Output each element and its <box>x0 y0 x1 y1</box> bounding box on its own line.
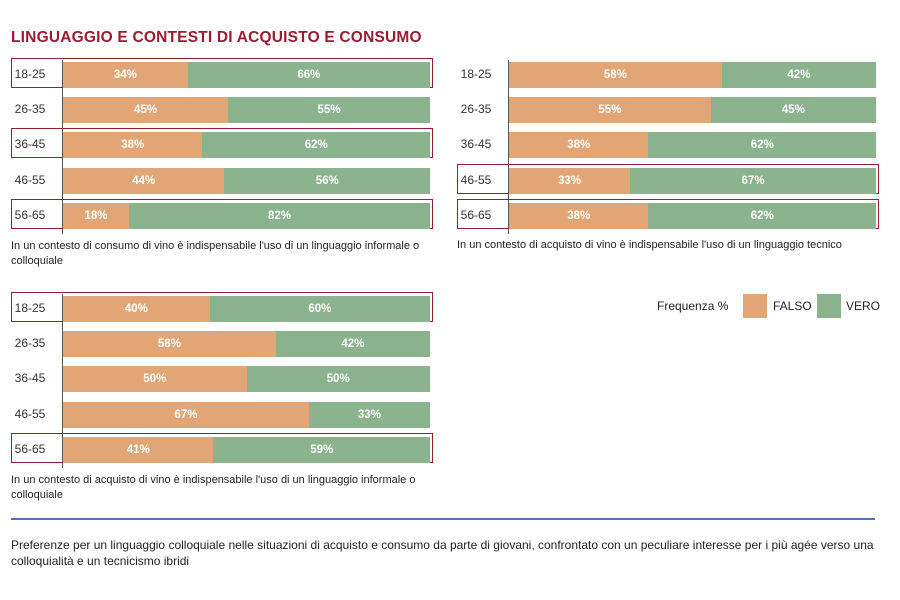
chart-row: 56-65 38% 62% <box>446 198 880 232</box>
bar-segment-vero: 33% <box>308 401 430 428</box>
stacked-bar: 45% 55% <box>63 97 430 124</box>
bar-segment-vero: 56% <box>224 167 430 194</box>
chart-row: 36-45 50% 50% <box>0 361 434 395</box>
chart-caption: In un contesto di acquisto di vino è ind… <box>457 239 842 251</box>
bar-segment-falso: 58% <box>509 62 722 88</box>
stacked-bar: 18% 82% <box>63 202 430 229</box>
category-label: 18-25 <box>460 67 492 81</box>
stacked-bar: 38% 62% <box>509 132 876 159</box>
chart-row: 26-35 55% 45% <box>446 92 880 126</box>
stacked-bar: 34% 66% <box>63 62 430 88</box>
category-label: 46-55 <box>14 406 46 421</box>
chart-consumo-informale: In un contesto di consumo di vino è indi… <box>0 57 444 274</box>
chart-caption: In un contesto di consumo di vino è indi… <box>11 240 420 267</box>
bar-segment-vero: 50% <box>246 366 430 393</box>
stacked-bar: 33% 67% <box>509 167 876 194</box>
stacked-bar: 40% 60% <box>63 296 430 322</box>
chart-row: 46-55 67% 33% <box>0 397 434 431</box>
chart-row: 36-45 38% 62% <box>446 127 880 161</box>
category-label: 36-45 <box>14 371 46 386</box>
category-label: 46-55 <box>460 172 492 187</box>
chart-row: 18-25 58% 42% <box>446 57 880 91</box>
bar-segment-falso: 38% <box>509 132 649 159</box>
chart-row: 26-35 45% 55% <box>0 92 434 126</box>
bar-segment-falso: 38% <box>63 132 203 159</box>
chart-acquisto-tecnico: In un contesto di acquisto di vino è ind… <box>446 57 890 273</box>
bar-segment-falso: 67% <box>63 401 309 428</box>
bar-segment-falso: 38% <box>509 202 649 229</box>
bar-segment-vero: 66% <box>187 62 430 88</box>
category-label: 56-65 <box>14 441 46 456</box>
chart-axis <box>508 60 509 234</box>
stacked-bar: 44% 56% <box>63 167 430 194</box>
stacked-bar: 38% 62% <box>63 132 430 159</box>
legend-title: Frequenza % <box>657 299 729 313</box>
bar-segment-falso: 45% <box>63 97 229 124</box>
bar-segment-vero: 55% <box>228 97 430 124</box>
bar-segment-vero: 62% <box>202 132 430 159</box>
bar-segment-vero: 62% <box>648 132 876 159</box>
chart-acquisto-informale: In un contesto di acquisto di vino è ind… <box>0 291 444 508</box>
bar-segment-falso: 55% <box>509 97 711 124</box>
category-label: 26-35 <box>460 102 492 117</box>
category-label: 56-65 <box>14 207 46 222</box>
bar-segment-falso: 50% <box>63 366 247 393</box>
category-label: 46-55 <box>14 172 46 187</box>
chart-row: 18-25 34% 66% <box>0 57 434 91</box>
footer-note: Preferenze per un linguaggio colloquiale… <box>11 538 874 568</box>
bar-segment-falso: 33% <box>509 167 631 194</box>
bar-segment-falso: 34% <box>63 62 188 88</box>
stacked-bar: 67% 33% <box>63 401 430 428</box>
category-label: 18-25 <box>14 67 46 81</box>
stacked-bar: 55% 45% <box>509 97 876 124</box>
bar-segment-falso: 18% <box>63 202 130 229</box>
chart-row: 46-55 44% 56% <box>0 163 434 197</box>
bar-segment-falso: 41% <box>63 436 214 463</box>
legend-label-vero: VERO <box>846 299 881 313</box>
bar-segment-vero: 62% <box>648 202 876 229</box>
chart-row: 56-65 18% 82% <box>0 198 434 232</box>
legend-swatch-vero <box>817 294 841 318</box>
category-label: 26-35 <box>14 336 46 351</box>
category-label: 36-45 <box>460 137 492 152</box>
bar-segment-vero: 67% <box>630 167 876 194</box>
chart-caption: In un contesto di acquisto di vino è ind… <box>11 474 416 501</box>
category-label: 56-65 <box>460 207 492 222</box>
divider <box>11 518 875 520</box>
stacked-bar: 38% 62% <box>509 202 876 229</box>
bar-segment-vero: 42% <box>275 331 430 358</box>
stacked-bar: 58% 42% <box>509 62 876 88</box>
bar-segment-vero: 42% <box>721 62 876 88</box>
bar-segment-vero: 45% <box>710 97 876 124</box>
stacked-bar: 50% 50% <box>63 366 430 393</box>
stacked-bar: 41% 59% <box>63 436 430 463</box>
chart-row: 18-25 40% 60% <box>0 291 434 325</box>
bar-segment-vero: 60% <box>209 296 430 322</box>
chart-row: 56-65 41% 59% <box>0 432 434 466</box>
page-title: LINGUAGGIO E CONTESTI DI ACQUISTO E CONS… <box>11 29 422 46</box>
bar-segment-falso: 44% <box>63 167 225 194</box>
legend-swatch-falso <box>743 294 767 318</box>
category-label: 26-35 <box>14 102 46 117</box>
bar-segment-vero: 82% <box>129 202 430 229</box>
bar-segment-falso: 58% <box>63 331 276 358</box>
bar-segment-vero: 59% <box>213 436 430 463</box>
chart-row: 46-55 33% 67% <box>446 163 880 197</box>
chart-row: 26-35 58% 42% <box>0 326 434 360</box>
category-label: 18-25 <box>14 301 46 315</box>
category-label: 36-45 <box>14 137 46 152</box>
stacked-bar: 58% 42% <box>63 331 430 358</box>
chart-axis <box>62 294 63 468</box>
legend-label-falso: FALSO <box>773 299 812 313</box>
chart-axis <box>62 60 63 234</box>
chart-row: 36-45 38% 62% <box>0 127 434 161</box>
bar-segment-falso: 40% <box>63 296 210 322</box>
